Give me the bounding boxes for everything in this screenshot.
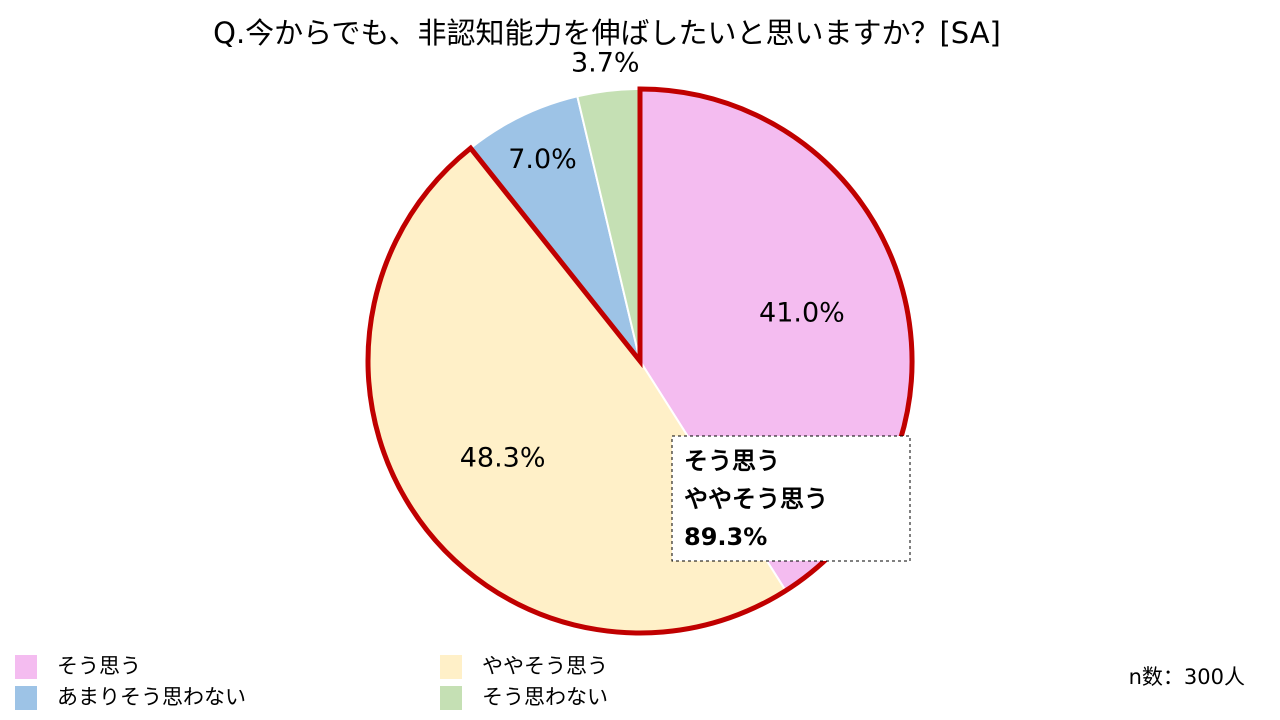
legend-label: あまりそう思わない xyxy=(57,685,246,709)
legend-swatch xyxy=(440,655,462,679)
data-label: 7.0% xyxy=(508,144,577,175)
note: n数：300人 xyxy=(1129,665,1245,689)
legend-label: そう思わない xyxy=(482,685,608,709)
data-label: 48.3% xyxy=(460,442,546,473)
legend-swatch xyxy=(440,686,462,710)
legend-swatch xyxy=(15,686,37,710)
chart-title: Q.今からでも、非認知能力を伸ばしたいと思いますか？[SA] xyxy=(213,16,1001,50)
legend-label: ややそう思う xyxy=(482,654,608,678)
labels: 41.0% 48.3% 7.0% 3.7% xyxy=(460,47,845,473)
highlight-outline xyxy=(365,86,915,636)
annotation-text: そう思う xyxy=(684,447,780,475)
data-label: 3.7% xyxy=(571,47,640,78)
annotation-text: ややそう思う xyxy=(684,485,828,513)
legend-swatch xyxy=(15,655,37,679)
data-label: 41.0% xyxy=(759,297,845,328)
legend-label: そう思う xyxy=(57,654,141,678)
annotation-text: 89.3% xyxy=(684,523,767,551)
annotation-box xyxy=(671,435,911,562)
